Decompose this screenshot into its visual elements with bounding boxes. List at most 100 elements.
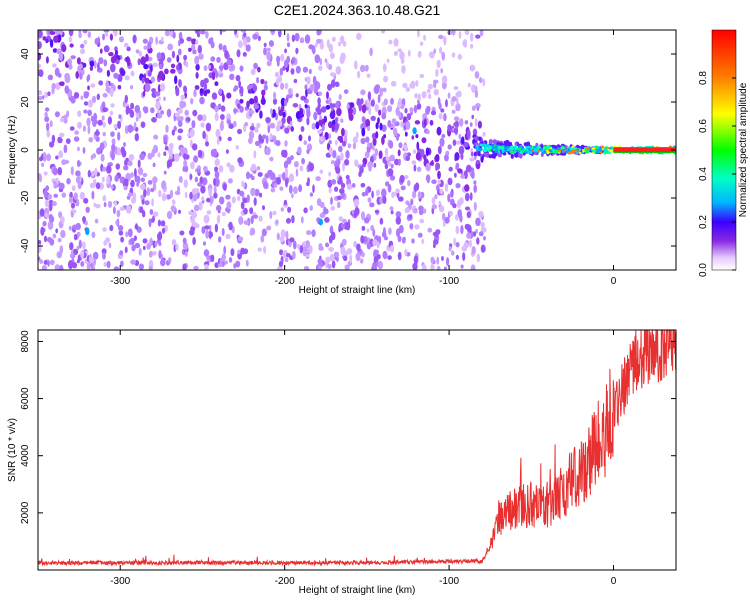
spectrogram-noise-cell [444,216,450,224]
spectrogram-noise-cell [141,77,145,84]
spectrogram-carrier-cell [598,147,603,152]
spectrogram-noise-cell [49,238,55,246]
spectrogram-noise-cell [208,187,213,197]
spectrogram-noise-cell [291,57,296,62]
spectrogram-noise-cell [417,30,420,38]
spectrogram-noise-cell [184,109,189,116]
spectrogram-noise-cell [182,242,189,250]
spectrogram-noise-cell [214,170,220,179]
spectrogram-noise-cell [381,136,385,145]
spectrogram-carrier-line [613,148,676,152]
spectrogram-noise-cell [475,34,481,39]
spectrogram-noise-cell [87,109,92,117]
spectrogram-noise-cell [45,56,49,64]
spectrogram-noise-cell [344,159,350,166]
spectrogram-noise-cell [475,217,481,227]
spectrogram-noise-cell [438,102,442,110]
spectrogram-noise-cell [369,142,373,150]
spectrogram-noise-cell [82,30,88,34]
spectrogram-noise-cell [408,214,413,219]
spectrogram-noise-cell [64,72,70,80]
spectrogram-carrier-cell [527,150,530,154]
spectrogram-noise-cell [193,155,199,163]
spectrogram-noise-cell [118,225,124,232]
spectrogram-noise-cell [113,206,116,215]
spectrogram-noise-cell [108,52,114,57]
spectrogram-noise-cell [332,36,336,42]
spectrogram-noise-cell [266,47,271,52]
spectrogram-noise-cell [125,231,129,238]
spectrogram-noise-cell [64,85,70,94]
spectrogram-noise-cell [228,257,233,263]
spectrogram-noise-cell [308,135,311,142]
spectrogram-noise-cell [390,97,394,105]
spectrogram-noise-cell [297,146,302,154]
spectrogram-noise-cell [316,30,322,36]
spectrogram-noise-cell [463,38,468,48]
spectrogram-noise-cell [410,198,414,206]
spectrogram-noise-cell [249,109,255,115]
spectrogram-noise-cell [295,65,301,74]
snr-line [38,330,676,567]
spectrogram-noise-cell [51,201,57,207]
spectrogram-noise-cell [284,98,288,107]
spectrogram-noise-cell [345,150,350,159]
spectrogram-noise-cell [441,256,444,261]
spectrogram-noise-cell [248,130,255,140]
spectrogram-noise-cell [43,260,48,265]
spectrogram-noise-cell [289,120,293,127]
spectrogram-noise-cell [374,249,379,255]
spectrogram-noise-cell [113,54,117,62]
spectrogram-noise-cell [82,125,86,132]
spectrogram-noise-cell [278,261,283,267]
spectrogram-noise-cell [218,43,223,51]
spectrogram-noise-cell [82,241,86,250]
spectrogram-noise-cell [341,238,347,246]
spectrogram-noise-cell [134,104,141,114]
spectrogram-noise-cell [194,85,200,90]
spectrogram-noise-cell [430,110,437,116]
spectrogram-y-tick-label: 0 [20,147,31,153]
spectrogram-noise-cell [204,225,210,230]
spectrogram-noise-cell [412,262,418,270]
spectrogram-noise-cell [201,196,205,201]
spectrogram-carrier-halo [523,142,529,147]
spectrogram-noise-cell [361,225,366,231]
spectrogram-carrier-halo [505,139,510,145]
spectrogram-noise-cell [307,177,310,185]
spectrogram-noise-cell [139,153,145,161]
spectrogram-carrier-cell [483,149,487,153]
spectrogram-noise-cell [367,91,372,101]
spectrogram-noise-cell [197,182,203,187]
spectrogram-noise-cell [98,80,104,86]
spectrogram-noise-cell [245,44,251,52]
spectrogram-noise-cell [288,88,292,96]
spectrogram-noise-cell [83,39,88,45]
spectrogram-carrier-cell [492,148,496,151]
spectrogram-noise-cell [156,52,162,60]
spectrogram-noise-cell [375,122,379,130]
spectrogram-noise-cell [385,181,390,187]
spectrogram-noise-cell [235,33,239,38]
spectrogram-noise-cell [80,95,84,100]
spectrogram-noise-cell [436,256,440,265]
spectrogram-noise-cell [215,128,221,138]
spectrogram-noise-cell [243,37,248,47]
spectrogram-noise-cell [245,259,249,267]
spectrogram-noise-cell [192,192,198,202]
spectrogram-noise-cell [41,265,47,270]
spectrogram-noise-cell [133,235,137,241]
spectrogram-noise-cell [325,104,331,110]
spectrogram-noise-cell [135,126,139,132]
spectrogram-noise-cell [137,167,144,176]
spectrogram-noise-cell [157,112,163,119]
spectrogram-noise-cell [411,135,415,140]
spectrogram-noise-cell [130,70,135,77]
spectrogram-carrier-cell [579,151,582,155]
spectrogram-noise-cell [303,265,310,270]
spectrogram-noise-cell [155,36,158,45]
spectrogram-noise-cell [154,240,158,247]
spectrogram-noise-cell [246,171,250,180]
spectrogram-noise-cell [200,185,206,194]
spectrogram-noise-cell [238,80,242,89]
